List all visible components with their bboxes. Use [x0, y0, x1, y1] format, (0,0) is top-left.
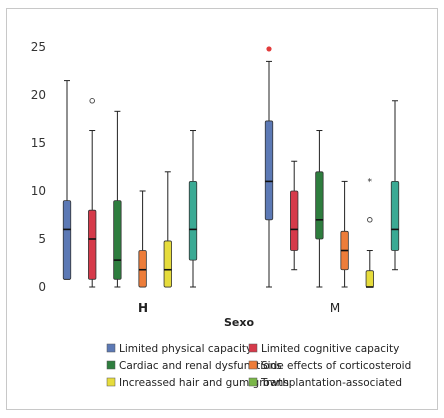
legend-swatch — [248, 377, 258, 387]
y-tick-label: 25 — [31, 40, 46, 54]
y-tick-label: 20 — [31, 88, 46, 102]
box-body — [138, 250, 147, 288]
box-body — [113, 200, 122, 280]
outlier-point — [367, 217, 373, 223]
chart-frame — [6, 8, 438, 410]
outlier-point — [89, 98, 95, 104]
box-M-3 — [315, 130, 324, 288]
outlier-point — [266, 46, 272, 52]
box-H-3 — [113, 110, 122, 288]
legend-swatch — [248, 360, 258, 370]
x-category-label: M — [330, 301, 340, 315]
legend-swatch — [248, 343, 258, 353]
legend-item: Limited cognitive capacity — [248, 343, 399, 355]
legend-item: Side effects of corticosteroid — [248, 360, 411, 372]
box-plots: * — [62, 46, 400, 288]
box-body — [264, 120, 274, 221]
legend-swatch — [106, 377, 116, 387]
box-body — [88, 209, 97, 280]
x-category-label: H — [138, 301, 148, 315]
y-tick-label: 0 — [38, 280, 46, 294]
box-body — [365, 270, 374, 288]
legend-label: Increassed hair and gum growth — [119, 377, 289, 389]
legend-swatch — [106, 360, 116, 370]
y-tick-label: 10 — [31, 184, 46, 198]
box-H-5 — [163, 171, 172, 288]
legend-label: Transplantation-associated — [260, 377, 402, 389]
legend-item: Increassed hair and gum growth — [106, 377, 289, 389]
legend-label: Limited physical capacity — [119, 343, 252, 355]
legend-item: Cardiac and renal dysfunctions — [106, 360, 282, 372]
box-H-4 — [138, 190, 147, 288]
box-body — [315, 171, 324, 240]
box-body — [163, 240, 172, 288]
box-M-6 — [390, 100, 400, 271]
box-M-5: * — [365, 177, 374, 288]
legend-swatch — [106, 343, 116, 353]
x-axis-label: Sexo — [224, 316, 254, 329]
legend-label: Side effects of corticosteroid — [261, 360, 411, 372]
y-tick-label: 15 — [31, 136, 46, 150]
legend-item: Limited physical capacity — [106, 343, 252, 355]
legend: Limited physical capacity Limited cogniti… — [106, 343, 411, 389]
legend-label: Cardiac and renal dysfunctions — [119, 360, 282, 372]
box-H-2 — [88, 98, 97, 288]
box-M-1 — [264, 46, 274, 288]
box-body — [62, 200, 72, 280]
legend-item: Transplantation-associated — [248, 377, 402, 389]
box-body — [188, 180, 198, 261]
box-H-1 — [62, 80, 72, 280]
box-body — [290, 190, 299, 251]
box-M-2 — [290, 160, 299, 271]
y-tick-label: 5 — [38, 232, 46, 246]
box-body — [390, 180, 400, 251]
box-M-4 — [340, 180, 349, 288]
box-H-6 — [188, 130, 198, 288]
y-axis-ticks: 0 5 10 15 20 25 — [31, 40, 46, 294]
outlier-point: * — [368, 177, 373, 187]
legend-label: Limited cognitive capacity — [261, 343, 399, 355]
